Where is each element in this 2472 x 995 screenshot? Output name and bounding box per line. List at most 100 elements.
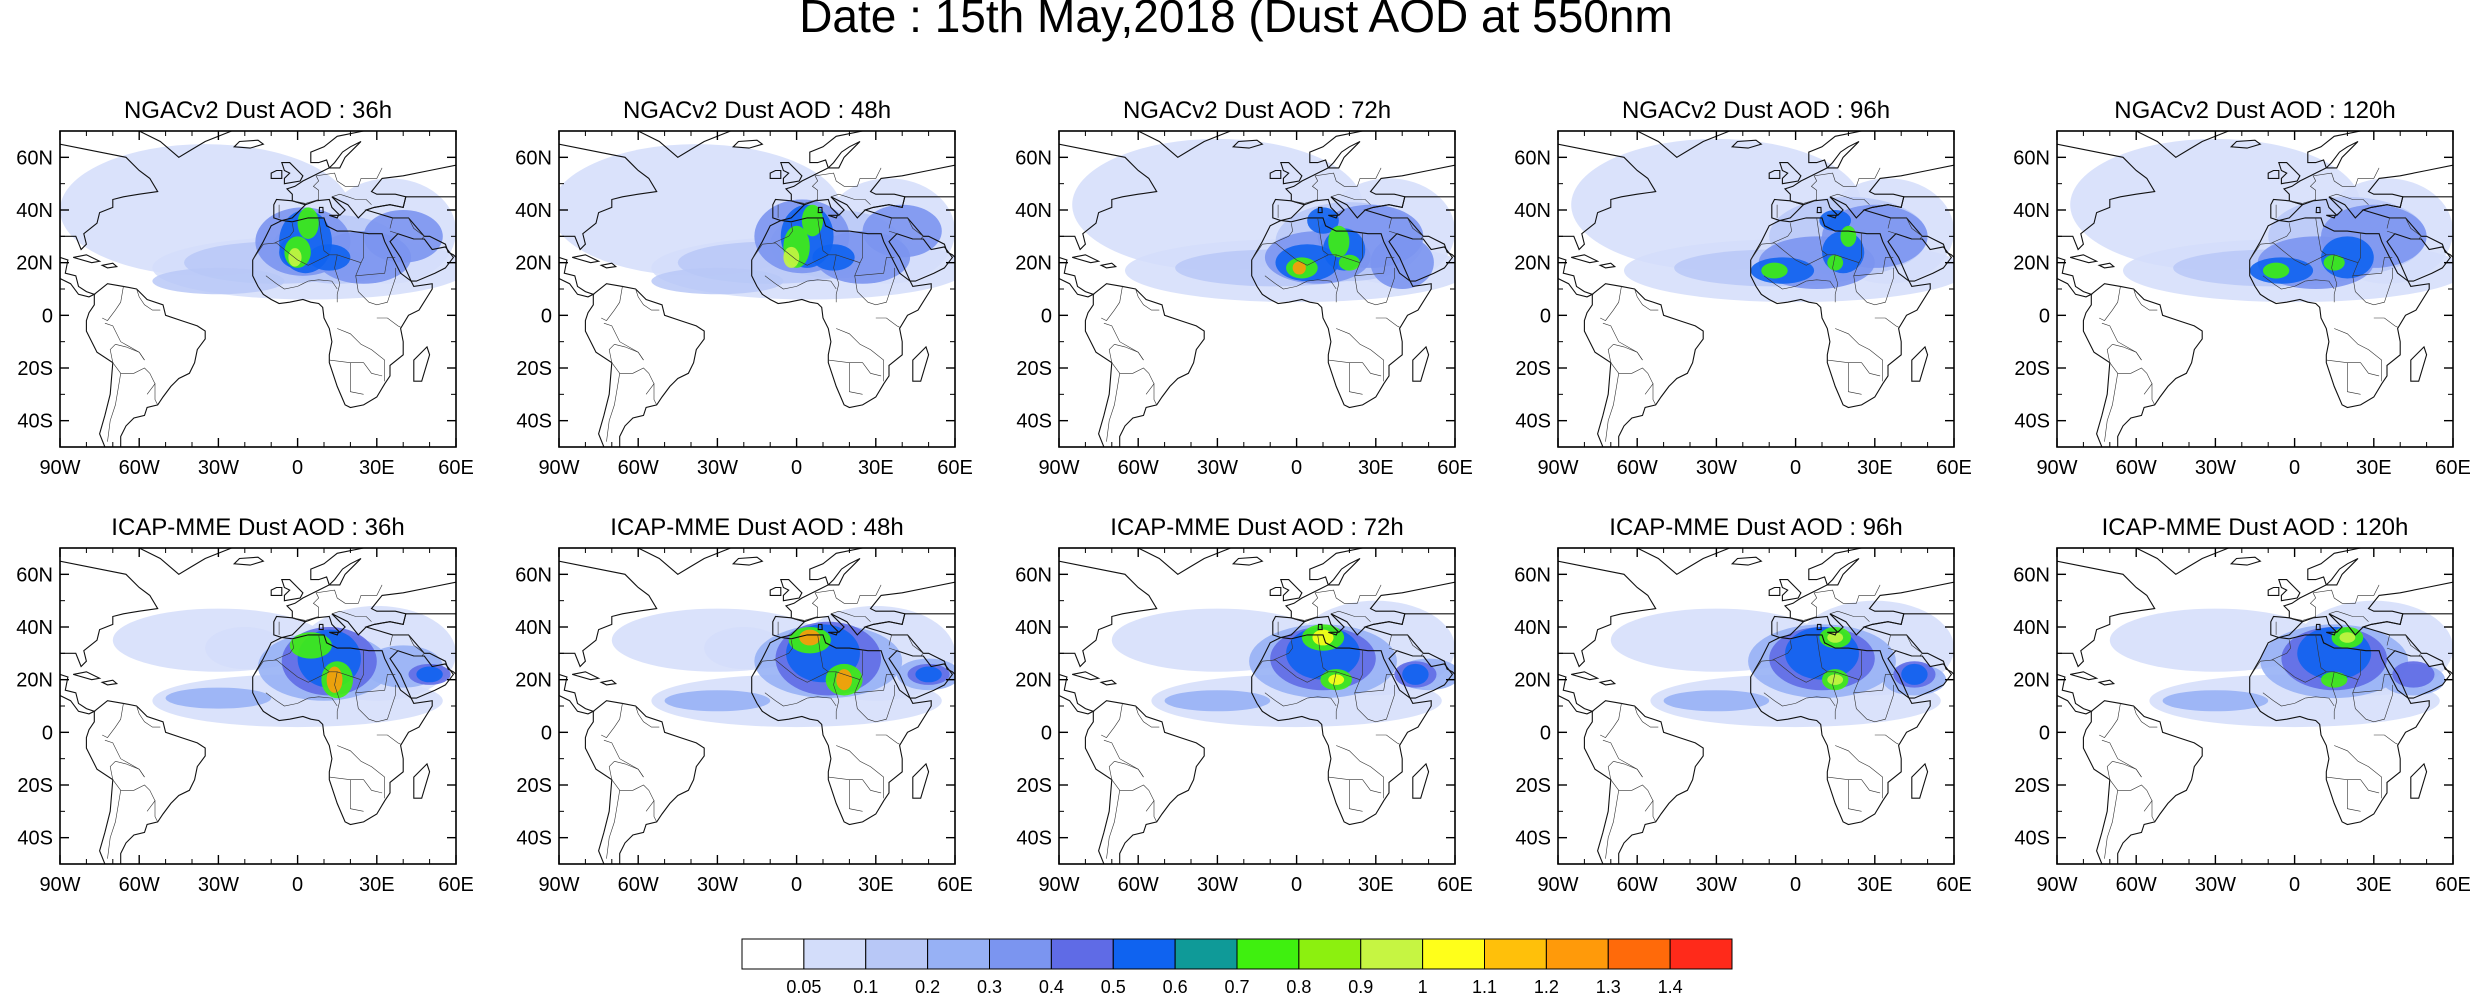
country-border [2326, 359, 2380, 377]
coastlines [2057, 131, 2453, 447]
lat-tick-label: 20N [2013, 670, 2050, 692]
lon-tick-label: 0 [2289, 457, 2300, 479]
figure-title: Date : 15th May,2018 (Dust AOD at 550nm [799, 0, 1673, 42]
lon-tick-label: 30E [1857, 874, 1893, 896]
coastlines [2057, 548, 2453, 864]
country-border [334, 671, 341, 720]
coastline-hispaniola [2097, 262, 2116, 269]
colorbar-label: 0.4 [1039, 977, 1064, 995]
coastline-sardinia [1816, 623, 1822, 631]
lon-tick-label: 0 [292, 457, 303, 479]
country-border [2143, 799, 2155, 823]
lat-tick-label: 40S [1016, 828, 1052, 850]
country-border [611, 362, 655, 384]
country-border [2334, 745, 2382, 799]
lon-tick-label: 30W [198, 874, 239, 896]
country-border [2410, 653, 2422, 657]
country-border [146, 799, 158, 823]
country-border [334, 254, 341, 303]
country-border [1328, 359, 1382, 377]
lon-tick-label: 0 [1790, 874, 1801, 896]
country-border [1610, 779, 1654, 801]
panel-title: ICAP-MME Dust AOD : 96h [1609, 514, 1902, 541]
aod-contour [1328, 225, 1350, 258]
aod-contour [1827, 632, 1844, 643]
lat-tick-label: 40N [1015, 200, 1052, 222]
country-border [1853, 257, 1894, 277]
country-border [331, 610, 372, 622]
panel-title: NGACv2 Dust AOD : 96h [1622, 97, 1890, 124]
country-border [1307, 696, 1337, 707]
country-border [833, 254, 840, 303]
country-border [2289, 167, 2380, 204]
country-border [1853, 262, 1894, 306]
coastline-greenland [1137, 131, 1231, 158]
lon-tick-label: 90W [2036, 874, 2077, 896]
coastline-britain [780, 162, 803, 185]
country-border [1848, 362, 1862, 395]
coastline-europe [2282, 131, 2453, 219]
lat-tick-label: 20S [2014, 358, 2050, 380]
lon-tick-label: 60W [1617, 874, 1658, 896]
coastline-northAmerica [1558, 143, 1657, 251]
country-border [1349, 779, 1363, 812]
aod-contour [1307, 207, 1339, 234]
lon-tick-label: 0 [1790, 457, 1801, 479]
country-border [2104, 373, 2118, 442]
lon-tick-label: 30W [697, 874, 738, 896]
panel-title: NGACv2 Dust AOD : 36h [124, 97, 392, 124]
country-border [1291, 584, 1382, 621]
lat-tick-label: 0 [541, 305, 552, 327]
coastline-asiaMinor [364, 613, 456, 676]
country-border [2315, 634, 2327, 673]
lon-tick-label: 30E [858, 874, 894, 896]
country-border [1634, 705, 1659, 728]
coastline-asiaMinor [1862, 613, 1954, 676]
country-border [376, 734, 401, 745]
country-border [318, 217, 330, 256]
country-border [1827, 359, 1881, 377]
coastline-centralAm [2057, 256, 2093, 298]
dust-aod-field [559, 144, 955, 300]
coastline-africa [252, 634, 433, 826]
lat-tick-label: 40N [515, 200, 552, 222]
aod-contour [1840, 225, 1857, 247]
coastline-britain [1280, 579, 1303, 602]
lon-tick-label: 60W [1118, 457, 1159, 479]
country-border [1634, 288, 1659, 311]
country-border [107, 790, 121, 859]
coastline-madagascar [2410, 762, 2428, 799]
coastline-scandinaviaIn [2324, 141, 2359, 169]
country-border [601, 703, 623, 738]
coastline-africa [252, 217, 433, 409]
map-panel: NGACv2 Dust AOD : 120h 90W 60W 30W 0 30E 60E 60… [2013, 97, 2471, 479]
colorbar-label: 1.3 [1596, 977, 1621, 995]
coastline-sardinia [1317, 623, 1323, 631]
coastline-africa [1251, 634, 1432, 826]
coastline-madagascar [912, 345, 930, 382]
country-border [2334, 328, 2382, 382]
lon-tick-label: 60W [2116, 874, 2157, 896]
country-border [1853, 679, 1894, 723]
lat-tick-label: 40S [2014, 828, 2050, 850]
coastline-greenland [138, 131, 232, 158]
country-border [337, 745, 385, 799]
lat-tick-label: 20N [2013, 253, 2050, 275]
country-border [817, 634, 829, 673]
country-border [112, 362, 156, 384]
country-border [1336, 328, 1384, 382]
lon-tick-label: 30W [198, 457, 239, 479]
coastline-italyIsl [2326, 214, 2337, 219]
coastline-italyIsl [828, 631, 839, 636]
coastline-hispaniola [599, 679, 618, 686]
country-border [1330, 610, 1371, 622]
country-border [830, 610, 871, 622]
coastline-madagascar [1412, 762, 1430, 799]
country-border [1317, 634, 1329, 673]
colorbar-label: 0.5 [1101, 977, 1126, 995]
country-border [1911, 653, 1923, 657]
coastline-greenland [2135, 131, 2229, 158]
lon-tick-label: 30W [1696, 457, 1737, 479]
lon-tick-label: 30E [359, 874, 395, 896]
lat-tick-label: 20S [17, 358, 53, 380]
